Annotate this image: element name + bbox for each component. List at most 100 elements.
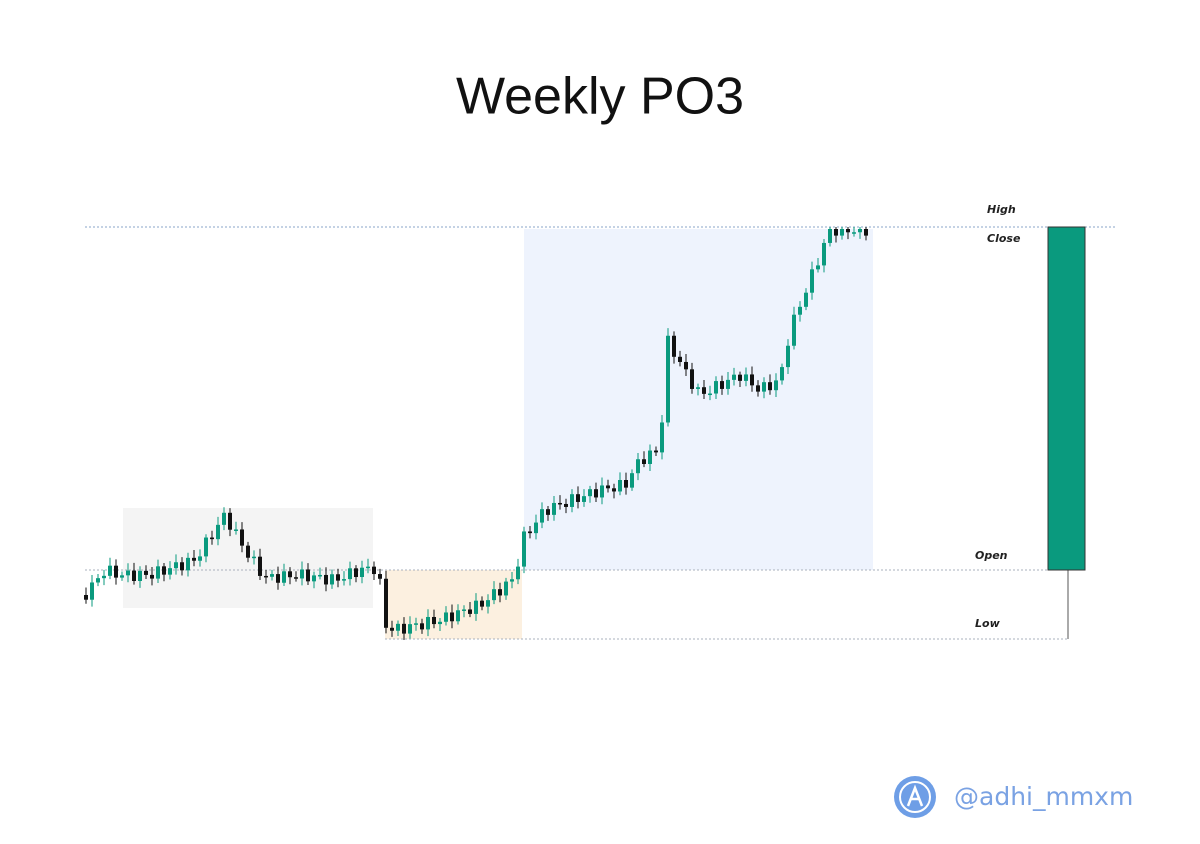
candle-body — [768, 382, 772, 391]
candle-body — [384, 578, 388, 628]
candle-body — [570, 494, 574, 507]
candle-body — [618, 480, 622, 492]
high-label: High — [987, 203, 1016, 216]
candle-body — [624, 480, 628, 488]
candle-body — [540, 509, 544, 523]
candle-body — [306, 569, 310, 582]
candle-body — [816, 265, 820, 270]
candle-body — [720, 381, 724, 389]
candles — [84, 227, 868, 641]
candle-body — [852, 232, 856, 234]
candle-body — [858, 229, 862, 233]
candle-body — [726, 379, 730, 389]
candle-body — [108, 565, 112, 576]
candle-body — [672, 335, 676, 357]
candle-body — [396, 623, 400, 631]
candle-body — [822, 242, 826, 266]
candle-body — [552, 502, 556, 515]
candle-body — [546, 509, 550, 515]
candle-body — [432, 616, 436, 625]
candle-body — [252, 556, 256, 559]
candle-body — [582, 496, 586, 502]
candle-body — [282, 571, 286, 583]
candle-body — [744, 374, 748, 381]
candle-body — [336, 574, 340, 581]
distribution-zone — [524, 229, 873, 570]
candle-body — [756, 385, 760, 392]
candle-body — [468, 609, 472, 614]
candle-body — [90, 582, 94, 600]
candle-body — [216, 524, 220, 540]
candle-body — [174, 562, 178, 569]
candle-body — [234, 529, 238, 531]
candle-body — [378, 574, 382, 579]
candle-body — [180, 562, 184, 571]
candle-body — [774, 380, 778, 391]
candle-body — [402, 623, 406, 634]
candle-body — [828, 229, 832, 243]
candle-body — [186, 557, 190, 571]
candle-body — [162, 566, 166, 575]
candle-body — [318, 574, 322, 577]
candle-body — [144, 570, 148, 575]
candle-body — [168, 568, 172, 575]
candle-body — [792, 314, 796, 346]
candle-body — [420, 623, 424, 630]
candle-body — [648, 450, 652, 464]
candle-body — [438, 621, 442, 625]
candle-body — [204, 537, 208, 557]
candle-body — [576, 494, 580, 502]
title: Weekly PO3 — [456, 68, 744, 126]
candle-body — [450, 612, 454, 622]
candle-body — [348, 568, 352, 580]
candle-body — [504, 581, 508, 596]
candle-body — [414, 623, 418, 625]
candle-body — [708, 393, 712, 396]
candle-body — [312, 575, 316, 582]
candle-body — [222, 512, 226, 525]
candle-body — [342, 579, 346, 581]
candle-body — [588, 489, 592, 497]
candle-body — [798, 306, 802, 315]
candle-body — [228, 512, 232, 530]
candle-body — [462, 609, 466, 611]
candle-body — [600, 485, 604, 498]
candle-body — [372, 566, 376, 575]
candle-body — [558, 502, 562, 505]
candle-body — [786, 345, 790, 368]
candle-body — [678, 356, 682, 362]
candle-body — [276, 574, 280, 583]
candle-body — [474, 600, 478, 614]
candle-body — [498, 589, 502, 596]
candle-body — [780, 367, 784, 381]
candle-body — [198, 556, 202, 561]
candle-body — [156, 566, 160, 579]
candle-body — [480, 600, 484, 607]
candle-body — [246, 545, 250, 558]
candle-body — [732, 374, 736, 380]
manipulation-zone — [385, 570, 522, 639]
logo-ring — [899, 781, 931, 813]
candle-body — [714, 381, 718, 394]
close-label: Close — [987, 232, 1021, 245]
candle-body — [258, 556, 262, 576]
weekly-candle — [1047, 226, 1086, 571]
candle-body — [840, 229, 844, 236]
candle-body — [84, 595, 88, 600]
candle-body — [300, 569, 304, 579]
candle-body — [738, 374, 742, 381]
candle-body — [240, 529, 244, 546]
candle-body — [360, 567, 364, 578]
candle-body — [288, 571, 292, 578]
candle-body — [696, 387, 700, 389]
candle-body — [864, 229, 868, 236]
candle-body — [150, 574, 154, 579]
candle-body — [534, 522, 538, 534]
candle-body — [132, 570, 136, 581]
candle-body — [192, 557, 196, 561]
open-label: Open — [975, 549, 1008, 562]
candle-body — [522, 531, 526, 567]
candle-body — [684, 361, 688, 370]
candle-body — [138, 570, 142, 581]
